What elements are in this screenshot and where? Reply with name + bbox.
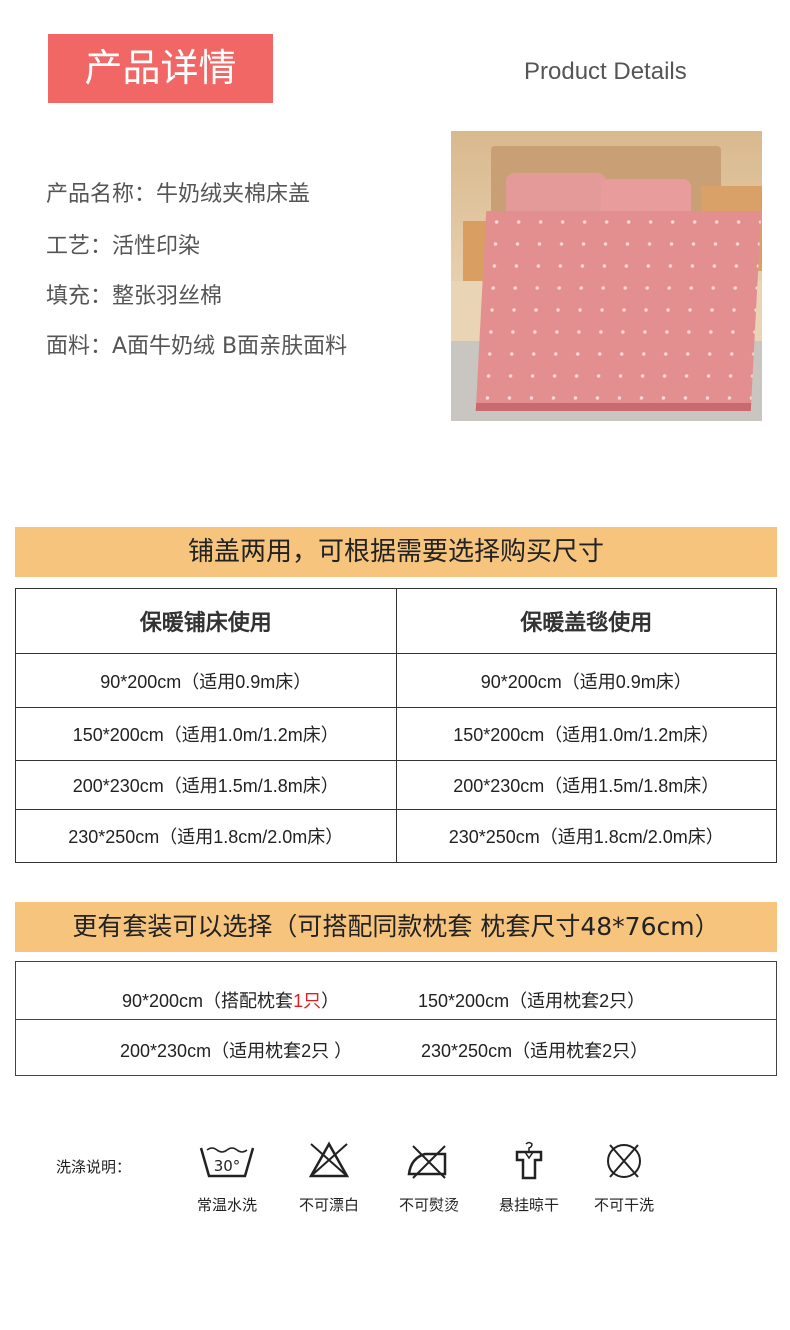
table-cell: 230*250cm（适用1.8cm/2.0m床） (395, 809, 777, 863)
spec-name: 产品名称：牛奶绒夹棉床盖 (46, 182, 311, 207)
header-bed: 保暖铺床使用 (15, 588, 397, 654)
size-table: 保暖铺床使用 保暖盖毯使用 90*200cm（适用0.9m床） 90*200cm（适… (15, 588, 777, 863)
set-banner: 更有套装可以选择（可搭配同款枕套 枕套尺寸48*76cm） (15, 902, 777, 952)
set-cell: 230*250cm（适用枕套2只） (421, 1041, 649, 1061)
table-cell: 90*200cm（适用0.9m床） (15, 653, 397, 708)
care-no-iron: 不可熨烫 (389, 1140, 469, 1215)
table-cell: 150*200cm（适用1.0m/1.2m床） (395, 707, 777, 761)
no-bleach-icon (308, 1141, 350, 1178)
care-hang-dry: 悬挂晾干 (489, 1140, 569, 1215)
size-banner: 铺盖两用，可根据需要选择购买尺寸 (15, 527, 777, 577)
care-no-dry-clean: 不可干洗 (584, 1140, 664, 1215)
spec-filling: 填充：整张羽丝棉 (46, 284, 223, 309)
set-cell: 200*230cm（适用枕套2只 ） (120, 1041, 353, 1061)
page-title: 产品详情 (48, 34, 273, 103)
table-cell: 230*250cm（适用1.8cm/2.0m床） (15, 809, 397, 863)
table-cell: 150*200cm（适用1.0m/1.2m床） (15, 707, 397, 761)
hang-dry-icon (515, 1141, 543, 1180)
set-cell: 90*200cm（搭配枕套1只） (122, 991, 340, 1011)
table-cell: 200*230cm（适用1.5m/1.8m床） (395, 760, 777, 810)
set-cell: 150*200cm（适用枕套2只） (418, 991, 646, 1011)
svg-text:30°: 30° (214, 1157, 241, 1175)
table-cell: 90*200cm（适用0.9m床） (395, 653, 777, 708)
wash-30-icon: 30° (199, 1147, 255, 1178)
care-label: 洗涤说明： (56, 1158, 132, 1176)
no-dry-clean-icon (607, 1144, 641, 1178)
spec-craft: 工艺：活性印染 (46, 234, 201, 259)
no-iron-icon (407, 1145, 447, 1179)
set-table: 90*200cm（搭配枕套1只） 150*200cm（适用枕套2只） 200*2… (15, 961, 777, 1076)
page-subtitle: Product Details (524, 58, 687, 85)
header-blanket: 保暖盖毯使用 (395, 588, 777, 654)
product-photo (451, 131, 762, 421)
table-cell: 200*230cm（适用1.5m/1.8m床） (15, 760, 397, 810)
care-wash: 30° 常温水洗 (187, 1140, 267, 1215)
care-no-bleach: 不可漂白 (289, 1140, 369, 1215)
spec-fabric: 面料：A面牛奶绒 B面亲肤面料 (46, 334, 348, 359)
